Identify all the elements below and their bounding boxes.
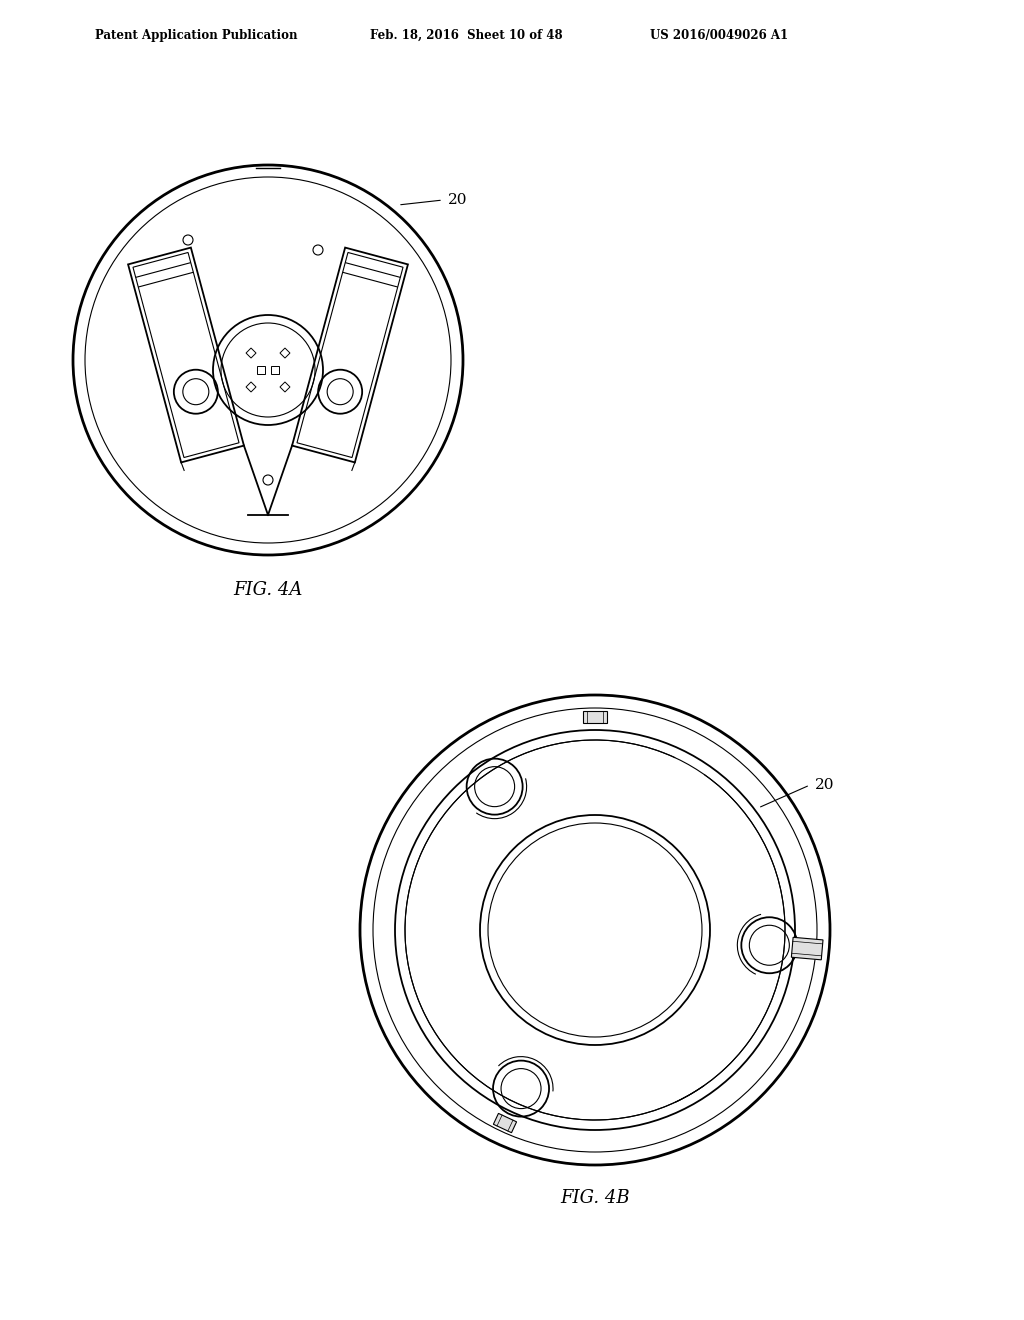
Polygon shape <box>133 252 239 458</box>
Text: US 2016/0049026 A1: US 2016/0049026 A1 <box>650 29 788 41</box>
Polygon shape <box>583 711 607 723</box>
Bar <box>271 366 279 374</box>
Text: 20: 20 <box>449 193 468 207</box>
Polygon shape <box>494 1113 516 1133</box>
Text: Patent Application Publication: Patent Application Publication <box>95 29 298 41</box>
Bar <box>257 366 265 374</box>
Polygon shape <box>128 248 244 462</box>
Text: 20: 20 <box>815 777 835 792</box>
Polygon shape <box>297 252 403 458</box>
Text: Feb. 18, 2016  Sheet 10 of 48: Feb. 18, 2016 Sheet 10 of 48 <box>370 29 562 41</box>
Text: FIG. 4A: FIG. 4A <box>233 581 303 599</box>
Polygon shape <box>792 937 823 960</box>
Text: FIG. 4B: FIG. 4B <box>560 1189 630 1206</box>
Polygon shape <box>292 248 408 462</box>
